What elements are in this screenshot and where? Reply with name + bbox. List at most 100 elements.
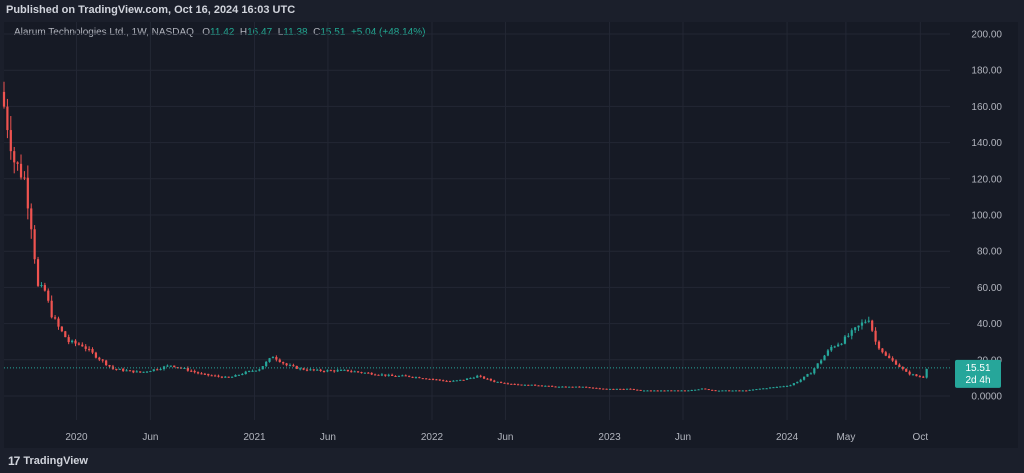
candle-body — [612, 388, 615, 390]
candle-body — [503, 382, 506, 384]
candle-body — [516, 384, 520, 386]
close-value: 15.51 — [320, 27, 346, 38]
candle-body — [47, 290, 50, 301]
y-tick-label: 40.00 — [977, 319, 1002, 330]
candle-body — [346, 369, 349, 372]
candle-body — [523, 384, 527, 386]
candle-body — [854, 327, 857, 331]
candle-body — [9, 130, 12, 152]
tradingview-logo[interactable]: 17 TradingView — [8, 454, 88, 468]
candle-body — [772, 387, 775, 389]
candle-body — [312, 369, 315, 371]
candle-body — [768, 387, 772, 389]
candle-body — [867, 320, 870, 322]
candle-body — [728, 390, 731, 392]
candle-body — [571, 386, 574, 388]
candle-body — [748, 389, 751, 391]
candle-body — [108, 365, 111, 367]
candle-body — [115, 368, 118, 370]
tradingview-logo-icon: 17 — [8, 454, 20, 468]
x-tick-label: 2024 — [776, 432, 799, 443]
candle-body — [911, 374, 915, 376]
candle-body — [796, 381, 799, 384]
candle-body — [694, 389, 697, 391]
candle-body — [823, 355, 826, 361]
candle-body — [196, 372, 200, 374]
candle-body — [275, 357, 278, 360]
candle-body — [203, 373, 206, 375]
candle-body — [394, 375, 397, 377]
x-tick-label: Jun — [320, 432, 336, 443]
candle-body — [98, 357, 101, 360]
candle-body — [758, 388, 761, 390]
high-value: 16.47 — [247, 27, 273, 38]
candle-body — [884, 352, 887, 356]
last-price-tag — [955, 359, 1001, 388]
candle-body — [418, 377, 421, 379]
candle-body — [837, 344, 840, 347]
candle-body — [414, 377, 418, 379]
symbol-legend: Alarum Technologies Ltd., 1W, NASDAQ O11… — [14, 27, 425, 38]
chart-area[interactable] — [4, 22, 1018, 448]
candle-body — [33, 229, 36, 260]
candle-body — [397, 375, 401, 377]
candle-body — [493, 380, 496, 382]
candle-body — [282, 362, 285, 364]
candle-body — [231, 376, 234, 378]
candle-body — [408, 375, 411, 377]
candle-body — [166, 365, 169, 367]
candle-body — [544, 385, 547, 387]
candle-body — [326, 370, 329, 372]
x-tick-label: 2020 — [65, 432, 88, 443]
candle-body — [333, 370, 336, 372]
grid-layer — [4, 22, 950, 420]
candle-body — [857, 325, 860, 328]
candle-body — [469, 377, 472, 379]
candle-body — [864, 321, 867, 323]
candle-body — [19, 163, 23, 178]
candle-body — [847, 335, 850, 337]
candle-body — [60, 326, 63, 332]
candle-body — [149, 371, 152, 373]
candle-body — [445, 380, 448, 382]
candle-body — [162, 366, 166, 370]
candle-body — [81, 344, 84, 347]
candle-body — [237, 374, 241, 376]
candle-body — [663, 390, 666, 392]
candle-body — [336, 370, 339, 372]
candle-body — [731, 390, 734, 392]
candle-body — [193, 371, 196, 373]
candle-body — [711, 389, 714, 391]
candle-body — [23, 177, 26, 179]
candle-body — [94, 352, 98, 358]
bar-countdown: 2d 4h — [965, 375, 990, 386]
candle-body — [765, 388, 768, 390]
candle-body — [142, 371, 145, 373]
candle-body — [799, 379, 802, 382]
candle-body — [779, 386, 782, 388]
candle-body — [391, 374, 394, 376]
candle-body — [84, 346, 87, 349]
open-value: 11.42 — [210, 27, 235, 38]
candle-body — [77, 343, 81, 345]
candle-body — [690, 390, 693, 392]
candle-body — [850, 330, 853, 336]
candle-body — [833, 346, 836, 348]
candle-body — [479, 375, 482, 377]
candle-body — [908, 371, 911, 375]
candle-body — [241, 374, 244, 376]
candle-body — [568, 386, 571, 388]
candle-body — [377, 374, 380, 376]
x-tick-label: 2023 — [598, 432, 621, 443]
candle-body — [305, 369, 309, 371]
candle-body — [2, 91, 6, 107]
candle-body — [387, 374, 390, 376]
y-axis: 200.00 180.00 160.00 140.00 120.00 100.00 80.0… — [971, 30, 1002, 403]
candle-body — [248, 370, 251, 372]
candle-body — [547, 385, 550, 387]
candle-body — [258, 369, 261, 371]
candle-body — [442, 380, 445, 382]
candle-body — [207, 373, 210, 376]
candle-body — [922, 376, 925, 378]
